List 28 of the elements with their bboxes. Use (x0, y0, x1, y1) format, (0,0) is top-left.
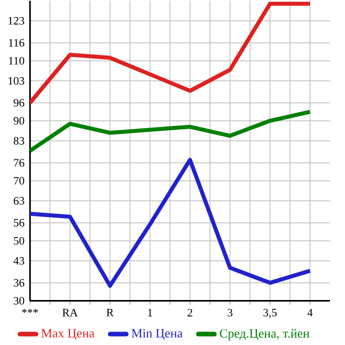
y-tick-label: 96 (14, 99, 24, 107)
y-tick-label: 76 (14, 159, 24, 167)
y-tick-label: 123 (8, 17, 24, 25)
y-tick-label: 36 (14, 279, 24, 287)
x-tick-label: 1 (148, 309, 152, 317)
y-tick-label: 43 (14, 257, 24, 265)
y-tick-label: 83 (14, 137, 24, 145)
y-tick-label: 50 (14, 237, 24, 245)
y-tick-label: 70 (14, 177, 24, 185)
x-tick-label: 4 (307, 309, 313, 316)
y-tick-label: 63 (14, 197, 24, 205)
legend-label: Min Цена (132, 329, 183, 340)
y-tick-label: 110 (9, 57, 24, 65)
x-tick-label: *** (22, 309, 38, 314)
x-tick-label: R (106, 309, 114, 316)
y-tick-label: 116 (9, 39, 24, 47)
line-series (30, 2, 312, 105)
y-tick-label: 103 (8, 77, 24, 85)
x-tick-label: RA (62, 309, 78, 317)
y-tick-label: 90 (14, 117, 24, 125)
legend-label: Сред.Цена, т.йен (220, 329, 310, 340)
x-tick-label: 3 (228, 309, 232, 317)
line-series (30, 158, 312, 288)
y-tick-label: 30 (14, 297, 24, 305)
legend-label: Max Цена (41, 329, 94, 340)
x-tick-label: 2 (188, 309, 192, 317)
y-tick-label: 56 (14, 219, 24, 227)
x-tick-label: 3,5 (263, 309, 277, 318)
